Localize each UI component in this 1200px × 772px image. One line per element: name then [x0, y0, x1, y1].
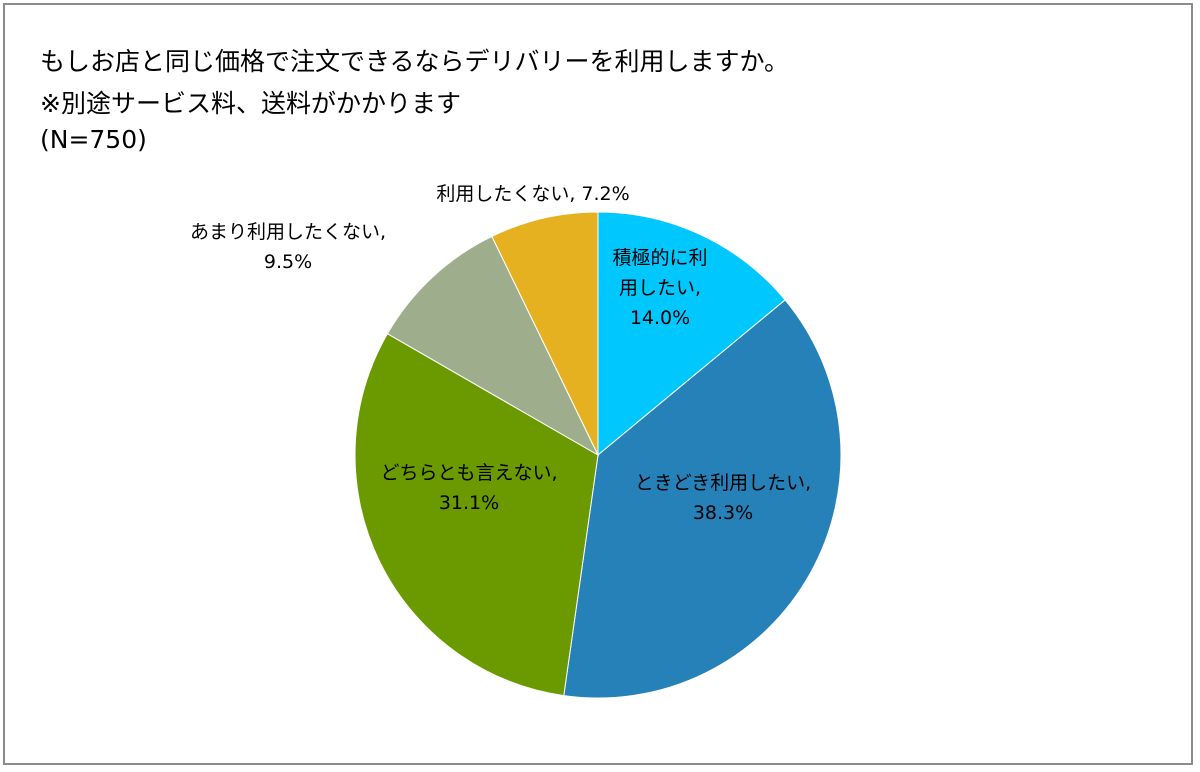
pie-slice-5	[491, 211, 599, 456]
chart-title: もしお店と同じ価格で注文できるならデリバリーを利用しますか。	[40, 47, 790, 76]
pie-slice-4	[386, 235, 600, 457]
slice-label-3: どちらとも言えない, 31.1%	[380, 462, 557, 514]
slice-label-2: ときどき利用したい, 38.3%	[635, 472, 811, 524]
slice-label-1: 積極的に利用したい, 14.0%	[612, 247, 707, 329]
slice-label-4: あまり利用したくない, 9.5%	[190, 221, 386, 273]
slice-label-5: 利用したくない, 7.2%	[436, 183, 629, 205]
sample-size-note: (N=750)	[40, 125, 147, 154]
pie-slice-3	[354, 333, 599, 697]
pie-slice-1	[597, 211, 786, 457]
pie-slice-2	[563, 299, 842, 699]
chart-subtitle: ※別途サービス料、送料がかかります	[40, 89, 461, 118]
